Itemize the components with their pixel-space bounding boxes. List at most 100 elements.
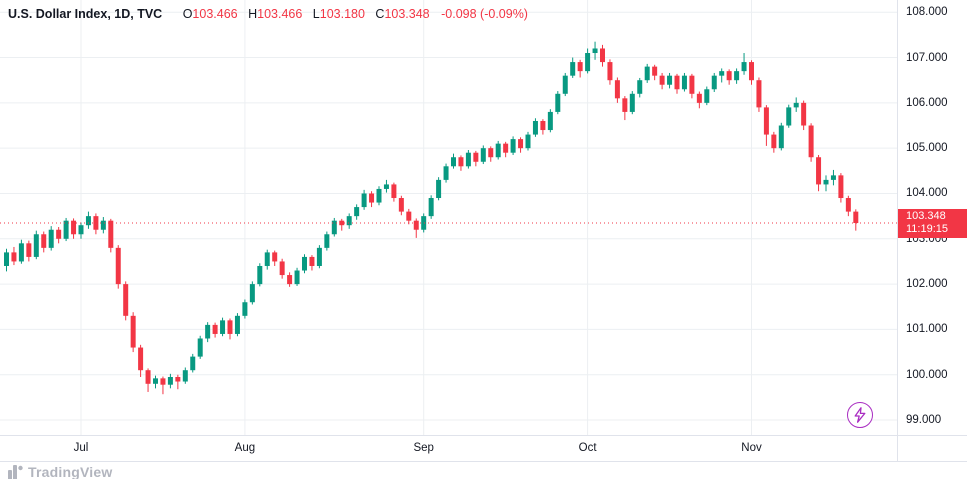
candle	[167, 377, 173, 385]
candle	[123, 284, 129, 316]
candle	[510, 139, 516, 153]
candle	[696, 93, 702, 103]
candle	[480, 148, 486, 162]
candle	[78, 225, 84, 235]
candle	[763, 107, 769, 135]
price-tick-label: 107.000	[906, 51, 948, 64]
bottom-bar: TradingView	[0, 461, 967, 479]
candle	[398, 198, 404, 212]
candle	[495, 143, 501, 158]
candle	[26, 243, 32, 257]
time-tick-label: Jul	[73, 442, 89, 454]
candle	[600, 48, 605, 63]
candle	[138, 347, 144, 371]
change-value: -0.098 (-0.09%)	[441, 7, 528, 21]
candle	[503, 143, 509, 153]
candle	[562, 75, 568, 94]
candle	[741, 62, 747, 72]
candle	[845, 198, 851, 212]
candle	[197, 338, 203, 357]
candle	[577, 62, 583, 72]
last-price-badge: 103.348 11:19:15	[898, 209, 967, 239]
lightning-button[interactable]	[847, 402, 873, 428]
candle	[711, 75, 717, 90]
candle	[778, 125, 784, 149]
candle	[734, 71, 740, 81]
price-tick-label: 106.000	[906, 96, 948, 109]
candle	[823, 179, 829, 185]
candle	[346, 216, 352, 226]
lightning-icon	[854, 407, 866, 423]
candle	[674, 75, 680, 90]
chart-plot-area[interactable]	[0, 0, 897, 435]
candle	[622, 98, 628, 112]
candle	[726, 71, 732, 81]
candle	[182, 370, 188, 382]
candle	[525, 134, 531, 149]
candle	[644, 66, 650, 81]
candle	[853, 211, 859, 224]
candle	[391, 184, 397, 199]
candle	[249, 284, 255, 303]
candle	[443, 166, 449, 180]
low-value: 103.180	[319, 7, 365, 21]
tradingview-logo-icon	[8, 464, 23, 479]
candle	[659, 75, 665, 85]
candle	[287, 275, 293, 285]
candle	[115, 247, 121, 285]
tradingview-logo[interactable]: TradingView	[8, 464, 112, 479]
price-tick-label: 100.000	[906, 368, 948, 381]
candle	[324, 234, 330, 248]
candle	[190, 356, 196, 371]
candle	[18, 243, 24, 262]
candle	[294, 270, 300, 285]
time-axis[interactable]: Jul Aug Sep Oct Nov	[0, 435, 967, 461]
tradingview-logo-text: TradingView	[28, 464, 113, 479]
candle	[354, 207, 360, 217]
candle	[607, 62, 613, 81]
symbol-title[interactable]: U.S. Dollar Index, 1D, TVC	[8, 7, 163, 21]
candle	[272, 252, 278, 262]
candle	[719, 71, 725, 76]
candle	[175, 377, 181, 382]
candle	[473, 152, 479, 162]
time-tick-label: Nov	[741, 442, 762, 454]
candle	[585, 53, 591, 72]
candle	[428, 198, 434, 217]
candle	[339, 220, 345, 226]
candle	[592, 48, 598, 54]
candle	[793, 102, 799, 108]
candle	[85, 216, 91, 226]
candle	[786, 107, 792, 126]
candle	[63, 220, 69, 239]
candle	[465, 152, 471, 167]
candle	[205, 324, 211, 339]
candlestick-canvas[interactable]	[0, 0, 897, 435]
candle	[71, 220, 77, 235]
candle	[637, 80, 643, 94]
candle	[316, 247, 322, 266]
candle	[48, 229, 54, 248]
close-value: 103.348	[384, 7, 430, 21]
close-label: C	[375, 7, 385, 21]
candle	[652, 66, 658, 76]
candle	[532, 120, 538, 135]
price-tick-label: 104.000	[906, 187, 948, 200]
candle	[667, 75, 673, 85]
candle	[749, 62, 754, 81]
candle	[4, 252, 9, 266]
candle	[93, 216, 99, 230]
candle	[145, 370, 151, 384]
candle	[309, 256, 315, 266]
candle	[33, 234, 39, 257]
candle	[771, 134, 777, 149]
candle	[108, 220, 114, 248]
candle	[264, 252, 270, 266]
candle	[808, 125, 814, 158]
candle	[629, 93, 635, 112]
high-label: H	[248, 7, 258, 21]
chart-legend: U.S. Dollar Index, 1D, TVC O103.466 H103…	[8, 7, 528, 21]
price-tick-label: 99.000	[906, 414, 942, 427]
candle	[220, 320, 226, 334]
